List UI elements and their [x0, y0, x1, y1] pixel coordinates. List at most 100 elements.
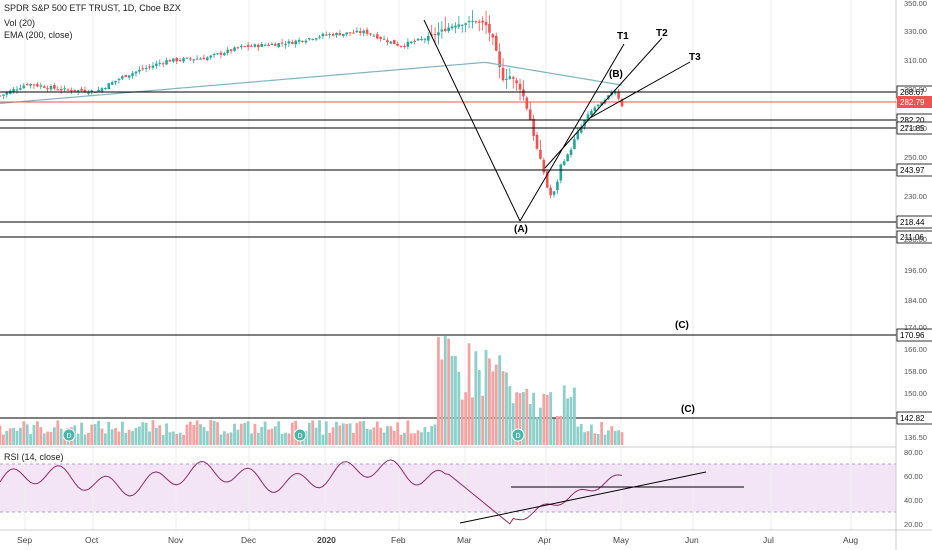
volume-bar — [205, 431, 209, 445]
volume-bar — [328, 432, 332, 445]
candle-body — [104, 88, 107, 90]
candle-body — [274, 43, 277, 46]
candle-body — [535, 134, 539, 149]
volume-bar — [250, 433, 253, 445]
candle-body — [590, 110, 593, 116]
price-level-tag — [896, 328, 932, 342]
volume-bar — [151, 420, 155, 445]
candle-body — [579, 126, 583, 133]
x-axis-tick: Mar — [457, 535, 472, 545]
volume-bar — [124, 432, 128, 445]
volume-bar — [100, 428, 104, 445]
candle-body — [257, 44, 260, 48]
candle-body — [532, 118, 535, 136]
volume-bar — [117, 431, 121, 445]
volume-bar — [413, 433, 417, 445]
volume-bar — [290, 422, 294, 445]
candle-body — [212, 54, 216, 56]
annotation-c2: (C) — [681, 404, 695, 415]
candle-body — [539, 149, 542, 159]
candle-body — [229, 49, 233, 52]
candle-body — [573, 139, 576, 150]
volume-bar — [32, 424, 36, 445]
volume-bar — [219, 434, 223, 445]
candle-body — [471, 21, 474, 23]
candle-body — [324, 34, 328, 36]
volume-bar — [165, 423, 168, 445]
candle-body — [131, 73, 134, 76]
candle-body — [399, 45, 403, 47]
price-level-label: 243.97 — [900, 166, 925, 175]
candle-body — [165, 60, 168, 65]
candle-body — [240, 45, 243, 48]
volume-bar — [420, 432, 423, 445]
candle-body — [617, 91, 620, 99]
volume-bar — [175, 433, 179, 445]
rsi-line — [0, 459, 623, 525]
volume-bar — [209, 420, 213, 445]
volume-bar — [22, 421, 26, 445]
volume-bar — [318, 420, 321, 445]
price-level-label: 282.79 — [900, 98, 925, 107]
candle-body — [90, 90, 94, 92]
volume-bar — [277, 421, 281, 445]
volume-bar — [593, 433, 597, 445]
volume-bar — [437, 337, 440, 445]
candle-body — [46, 88, 49, 90]
x-axis-tick: 2020 — [317, 535, 336, 545]
volume-bar — [494, 364, 498, 445]
candle-body — [236, 47, 240, 49]
volume-bar — [158, 425, 162, 445]
volume-bar — [620, 432, 624, 445]
candle-body — [481, 20, 484, 23]
candle-body — [403, 46, 406, 48]
volume-bar — [93, 423, 97, 445]
volume-bar — [433, 424, 437, 445]
volume-bar — [556, 415, 559, 445]
volume-bar — [409, 433, 413, 445]
candle-body — [450, 26, 454, 29]
price-level-label: 218.44 — [900, 218, 925, 227]
candle-body — [318, 36, 321, 38]
volume-bar — [8, 428, 12, 445]
candle-body — [202, 57, 206, 60]
candle-body — [505, 78, 508, 80]
volume-bar — [355, 423, 359, 445]
candle-body — [304, 40, 308, 43]
candle-body — [5, 92, 9, 95]
candle-body — [426, 35, 430, 41]
candle-body — [127, 75, 131, 78]
volume-bar — [287, 433, 291, 445]
volume-bar — [168, 432, 172, 445]
candle-body — [219, 52, 223, 55]
candle-body — [280, 42, 284, 44]
annotation-t3: T3 — [689, 52, 701, 63]
candle-body — [549, 187, 552, 196]
x-axis-tick: Jul — [763, 535, 774, 545]
volume-bar — [80, 422, 83, 445]
volume-bar — [273, 426, 277, 445]
candle-body — [447, 27, 450, 32]
volume-bar — [239, 423, 243, 445]
candle-body — [314, 38, 318, 40]
candle-body — [308, 38, 311, 40]
volume-bar — [39, 427, 43, 445]
volume-bar — [246, 421, 250, 445]
candle-body — [32, 84, 36, 86]
volume-bar — [345, 424, 349, 445]
volume-bar — [76, 433, 80, 445]
volume-bar — [103, 433, 107, 445]
volume-bar — [522, 392, 525, 445]
volume-bar — [511, 403, 515, 445]
candle-body — [206, 57, 209, 61]
volume-bar — [552, 418, 556, 445]
volume-bar — [576, 426, 580, 445]
volume-bar — [304, 430, 308, 445]
volume-bar — [222, 431, 226, 445]
volume-bar — [549, 392, 553, 445]
candle-body — [155, 63, 158, 66]
volume-bar — [97, 420, 100, 445]
candle-body — [70, 90, 73, 92]
volume-bar — [49, 432, 53, 445]
